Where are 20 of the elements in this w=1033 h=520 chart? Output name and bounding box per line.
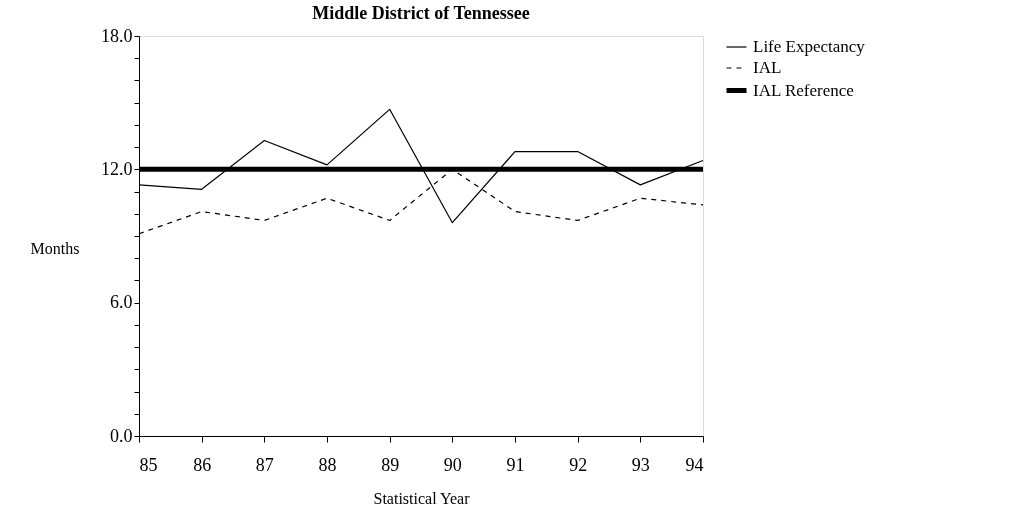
y-tick-label: 12.0 (101, 158, 133, 179)
y-tick-label: 0.0 (110, 425, 133, 446)
x-tick-label: 93 (631, 454, 650, 475)
x-tick-label: 86 (193, 454, 212, 475)
x-tick-label: 92 (569, 454, 588, 475)
legend-label: IAL Reference (753, 80, 854, 100)
legend-label: Life Expectancy (753, 37, 866, 56)
legend-label: IAL (753, 58, 782, 77)
y-axis-title: Months (30, 239, 80, 257)
x-tick-label: 88 (318, 454, 337, 475)
x-tick-label: 90 (443, 454, 462, 475)
x-tick-label: 91 (506, 454, 525, 475)
x-tick-label: 89 (381, 454, 400, 475)
x-axis-title: Statistical Year (373, 489, 471, 507)
x-tick-label: 94 (685, 454, 704, 475)
y-tick-label: 18.0 (101, 25, 133, 46)
chart-title: Middle District of Tennessee (312, 3, 530, 23)
y-tick-label: 6.0 (110, 292, 133, 313)
x-tick-label: 85 (139, 454, 158, 475)
x-tick-label: 87 (255, 454, 274, 475)
